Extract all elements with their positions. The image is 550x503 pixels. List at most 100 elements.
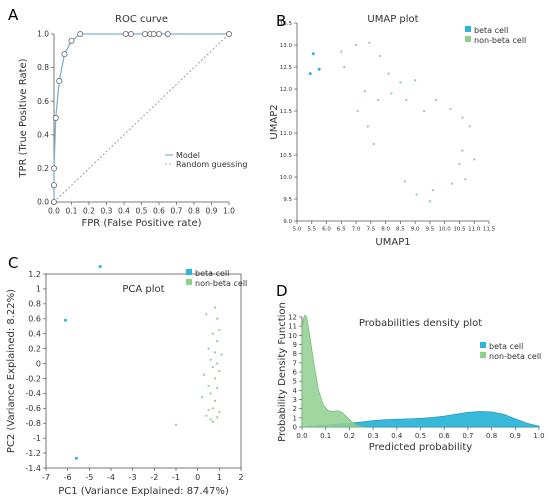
y-tick-label: 8 (293, 350, 297, 358)
pca-chart: -7 -6 -5 -4 -3 -2 -1 0 1 2 -1.4 -1.2 -1 -0.8 -0.6 -0.4 -… (6, 265, 247, 497)
y-tick-label: -0.2 (25, 374, 41, 383)
x-tick-label: 8.0 (381, 227, 390, 233)
y-tick-label: 12.5 (280, 65, 293, 71)
roc-chart: 0.0 0.1 0.2 0.3 0.4 0.5 0.6 0.7 0.8 0.9 1.0 0.0 0.2 0… (18, 14, 247, 229)
y-tick-label: -1.2 (25, 449, 41, 458)
x-tick-label: 10.0 (439, 227, 452, 233)
non-beta-cell-point (356, 109, 359, 113)
y-axis-label: PC2 (Variance Explained: 8.22%) (6, 289, 17, 453)
y-tick-label: 11.0 (280, 131, 293, 137)
x-tick-label: 0.0 (48, 207, 60, 216)
x-tick-label: 0.0 (296, 432, 307, 440)
roc-point (51, 182, 58, 189)
y-tick-label: 13.0 (280, 43, 293, 49)
x-tick-label: -3 (129, 473, 137, 482)
y-tick-label: 13.5 (280, 21, 293, 27)
y-axis-label: UMAP2 (269, 104, 280, 139)
non-beta-cell-point (434, 98, 437, 102)
y-tick-label: 10 (288, 332, 297, 340)
non-beta-cell-point (211, 366, 214, 369)
random-guessing-line (53, 33, 230, 203)
y-tick-label: 1.2 (28, 270, 41, 279)
y-tick-label: 1 (293, 414, 297, 422)
beta-cell-point (74, 456, 78, 460)
y-tick-label: 3 (293, 396, 297, 404)
non-beta-cell-point (205, 313, 208, 316)
non-beta-cell-point (203, 373, 206, 376)
x-tick-label: 0.5 (136, 207, 148, 216)
y-tick-label: 12 (288, 313, 297, 321)
y-tick-label: 12.0 (280, 87, 293, 93)
x-axis-label: UMAP1 (375, 237, 410, 248)
x-tick-label: 0 (195, 473, 200, 482)
non-beta-cell-point (403, 180, 406, 183)
x-tick-label: 11.5 (483, 227, 496, 233)
legend-label: beta cell (474, 26, 508, 35)
x-tick-label: 0.1 (320, 432, 331, 440)
x-tick-label: 10.5 (453, 227, 466, 233)
y-tick-label: -0.8 (25, 419, 41, 428)
roc-point (61, 51, 68, 58)
y-tick-label: 9.0 (283, 219, 292, 225)
panel-label-d: D (276, 282, 288, 300)
non-beta-cell-point (422, 109, 426, 113)
x-tick-label: -7 (42, 473, 50, 482)
non-beta-cell-point (207, 408, 210, 411)
non-beta-cell-point (449, 107, 452, 110)
non-beta-cell-point (378, 54, 381, 58)
chart-title: PCA plot (122, 284, 164, 295)
x-tick-label: 1.0 (533, 432, 544, 440)
legend-swatch (186, 269, 192, 275)
x-tick-label: 0.3 (101, 207, 113, 216)
x-tick-label: -6 (64, 473, 72, 482)
roc-point (77, 30, 84, 37)
y-tick-label: 0 (36, 359, 41, 368)
beta-cell-point (64, 318, 67, 322)
non-beta-cell-point (387, 72, 390, 75)
legend-swatch (480, 342, 486, 348)
non-beta-cell-point (207, 384, 210, 388)
non-beta-cell-point (218, 410, 221, 414)
x-tick-label: 1.0 (223, 207, 235, 216)
x-axis-label: PC1 (Variance Explained: 87.47%) (58, 486, 229, 497)
x-tick-label: 9.5 (426, 227, 435, 233)
y-tick-label: 5 (293, 378, 297, 386)
y-tick-label: 4 (293, 387, 298, 395)
chart-title: UMAP plot (367, 14, 418, 25)
y-tick-label: -1 (33, 434, 41, 443)
x-tick-label: 1 (217, 473, 222, 482)
x-tick-label: 6.5 (337, 227, 346, 233)
non-beta-cell-point (213, 399, 217, 402)
beta-cell-point (308, 72, 312, 76)
legend-label: Model (176, 151, 200, 160)
non-beta-cell-point (415, 193, 418, 196)
chart-title: Probabilities density plot (359, 318, 482, 329)
non-beta-cell-point (216, 362, 219, 365)
chart-title: ROC curve (115, 14, 168, 25)
beta-cell-point (317, 67, 321, 71)
non-beta-cell-point (428, 200, 432, 203)
y-tick-label: 0.0 (37, 198, 49, 207)
roc-point (164, 30, 171, 37)
y-tick-label: 0.6 (37, 97, 49, 106)
beta-cell-point (98, 265, 102, 269)
y-tick-label: 0.4 (28, 329, 41, 338)
x-tick-label: -2 (150, 473, 158, 482)
non-beta-cell-point (468, 125, 471, 128)
non-beta-cell-point (343, 65, 346, 69)
y-axis-label: TPR (True Positive Rate) (18, 58, 29, 178)
non-beta-cell-point (209, 418, 212, 421)
x-tick-label: 0.5 (415, 432, 426, 440)
x-tick-label: 2 (238, 473, 243, 482)
beta-cell-point (311, 52, 315, 56)
non-beta-cell-point (399, 81, 402, 84)
non-beta-cell-point (366, 125, 369, 128)
y-tick-label: 9.5 (283, 197, 292, 203)
non-beta-cell-point (461, 116, 464, 119)
non-beta-cell-point (209, 358, 212, 361)
y-tick-label: 0.8 (37, 63, 49, 72)
non-beta-cell-point (220, 353, 223, 356)
non-beta-cell-point (216, 416, 219, 419)
y-tick-label: 10.5 (280, 153, 293, 159)
panel-label-a: A (8, 6, 19, 24)
